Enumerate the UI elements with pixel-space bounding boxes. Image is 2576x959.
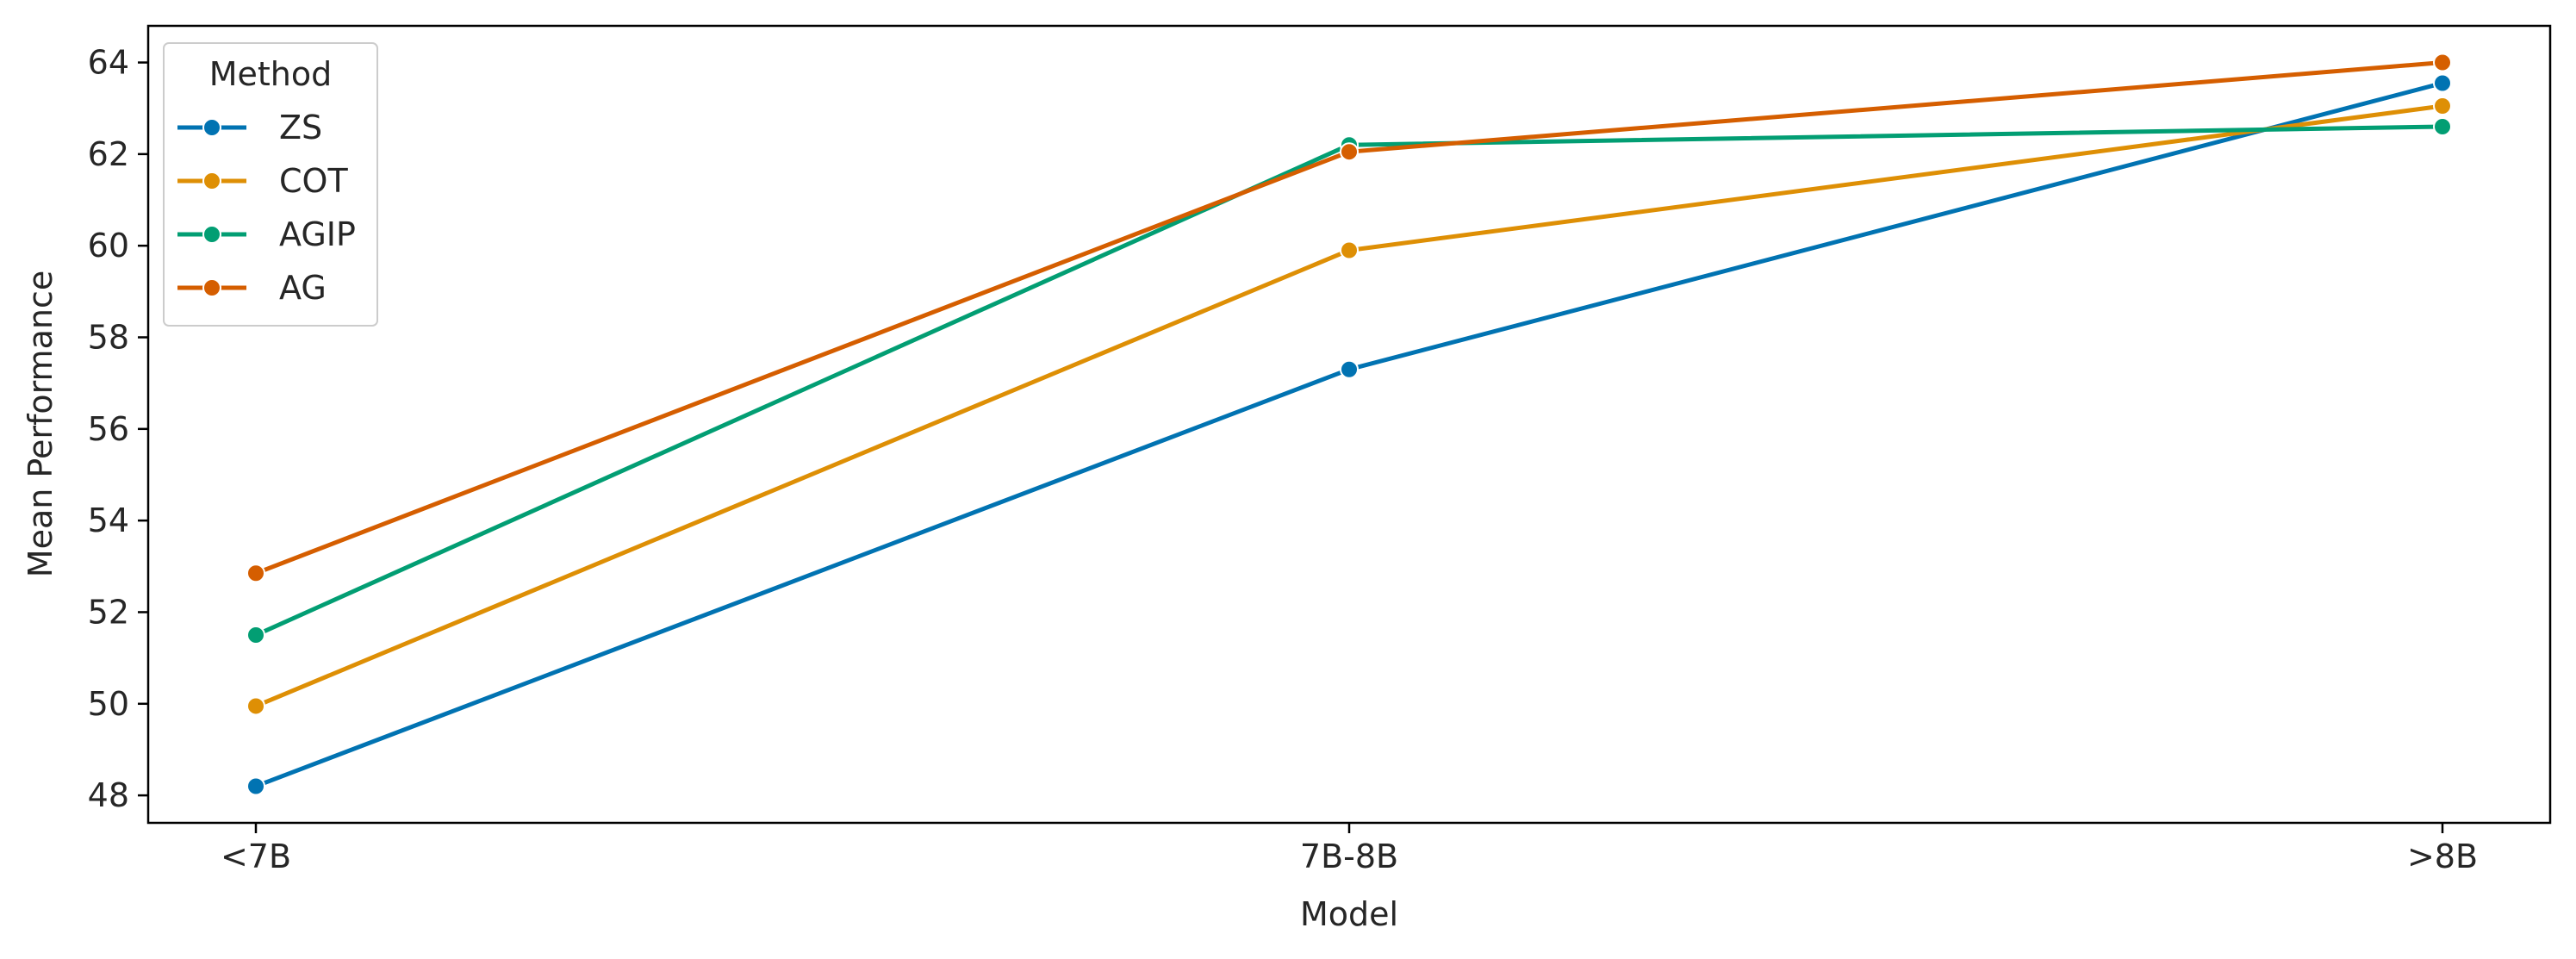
- series-ag: [246, 53, 2452, 583]
- data-point: [246, 696, 265, 716]
- legend-title: Method: [209, 55, 333, 93]
- y-tick-label: 48: [88, 776, 129, 814]
- y-tick-label: 58: [88, 318, 129, 356]
- legend-entry: COT: [177, 162, 348, 200]
- legend-entry: AG: [177, 269, 327, 307]
- y-tick-label: 50: [88, 685, 129, 723]
- legend-marker: [202, 118, 221, 137]
- data-point: [2433, 116, 2452, 136]
- y-tick-label: 64: [88, 44, 129, 82]
- data-point: [2433, 73, 2452, 93]
- data-point: [2433, 97, 2452, 116]
- legend-entry: ZS: [177, 109, 322, 146]
- y-tick-label: 52: [88, 593, 129, 631]
- data-point: [1340, 359, 1359, 379]
- x-tick-label: 7B-8B: [1300, 838, 1398, 875]
- series-zs: [246, 73, 2452, 796]
- y-axis-title: Mean Performance: [22, 271, 59, 577]
- x-tick-label: >8B: [2407, 838, 2478, 875]
- y-tick-label: 56: [88, 410, 129, 448]
- x-axis-title: Model: [1300, 895, 1398, 933]
- legend-entries: ZS COT AGIP AG: [177, 109, 356, 307]
- legend-entry: AGIP: [177, 215, 356, 253]
- legend-marker: [202, 278, 221, 297]
- legend: Method ZS COT AGIP AG: [163, 42, 378, 327]
- legend-label: COT: [279, 162, 348, 200]
- y-tick-label: 54: [88, 501, 129, 539]
- y-axis: 48 50 52 54 56 58 60 62 64: [88, 44, 148, 814]
- legend-label: AG: [279, 269, 327, 307]
- data-point: [246, 564, 265, 583]
- series-cot: [246, 97, 2452, 716]
- data-point: [246, 776, 265, 796]
- x-tick-label: <7B: [221, 838, 291, 875]
- legend-label: AGIP: [279, 215, 356, 253]
- y-tick-label: 60: [88, 227, 129, 265]
- data-point: [1340, 240, 1359, 260]
- legend-marker: [202, 225, 221, 244]
- data-point: [2433, 53, 2452, 72]
- data-point: [246, 626, 265, 645]
- legend-marker: [202, 171, 221, 190]
- data-point: [1340, 142, 1359, 162]
- legend-box: [163, 42, 378, 327]
- legend-label: ZS: [279, 109, 322, 146]
- series-layer: [246, 53, 2452, 796]
- x-axis: <7B 7B-8B >8B: [221, 823, 2478, 875]
- y-tick-label: 62: [88, 135, 129, 173]
